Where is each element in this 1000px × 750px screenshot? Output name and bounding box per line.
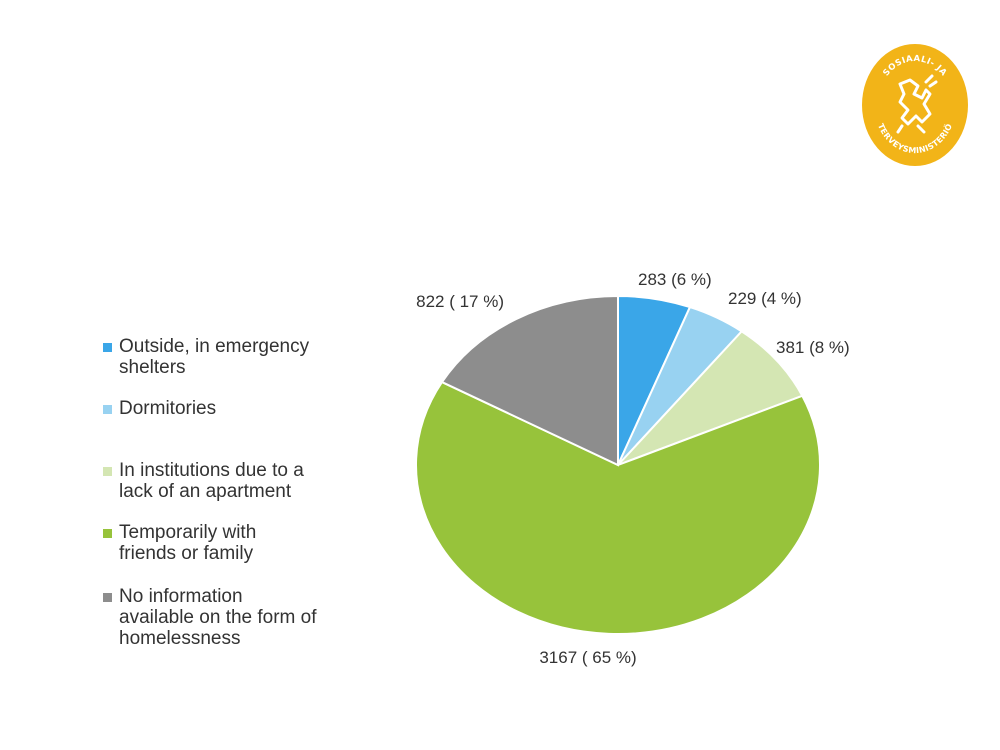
legend-swatch-3 xyxy=(103,467,112,476)
data-label-5: 822 ( 17 %) xyxy=(416,292,504,311)
legend-swatch-4 xyxy=(103,529,112,538)
data-label-2: 229 (4 %) xyxy=(728,289,802,308)
legend-swatch-1 xyxy=(103,343,112,352)
legend-label-2: Dormitories xyxy=(119,398,217,419)
legend-label-1: Outside, in emergency shelters xyxy=(119,336,310,378)
data-label-4: 3167 ( 65 %) xyxy=(539,648,636,667)
legend-swatch-5 xyxy=(103,593,112,602)
legend-item-1: Outside, in emergency shelters xyxy=(103,336,383,378)
data-label-3: 381 (8 %) xyxy=(776,338,850,357)
pie-slice-4 xyxy=(415,380,821,635)
legend-label-4: Temporarily with friends or family xyxy=(119,522,257,564)
pie-slice-3 xyxy=(617,330,804,466)
legend-item-3: In institutions due to a lack of an apar… xyxy=(103,460,383,502)
pie-slice-5 xyxy=(440,294,619,467)
data-label-1: 283 (6 %) xyxy=(638,270,712,289)
legend-label-3: In institutions due to a lack of an apar… xyxy=(119,460,304,502)
legend-label-5: No information available on the form of … xyxy=(119,586,317,649)
lion-coat-of-arms-icon xyxy=(896,74,938,134)
legend-item-5: No information available on the form of … xyxy=(103,586,383,649)
ministry-logo: SOSIAALI- JA TERVEYSMINISTERIÖ xyxy=(862,44,968,166)
legend-swatch-2 xyxy=(103,405,112,414)
legend-item-4: Temporarily with friends or family xyxy=(103,522,383,564)
logo-badge xyxy=(862,44,968,166)
legend-item-2: Dormitories xyxy=(103,398,383,419)
pie-chart: 283 (6 %) 229 (4 %) 381 (8 %) 3167 ( 65 %) 8… xyxy=(415,270,850,667)
